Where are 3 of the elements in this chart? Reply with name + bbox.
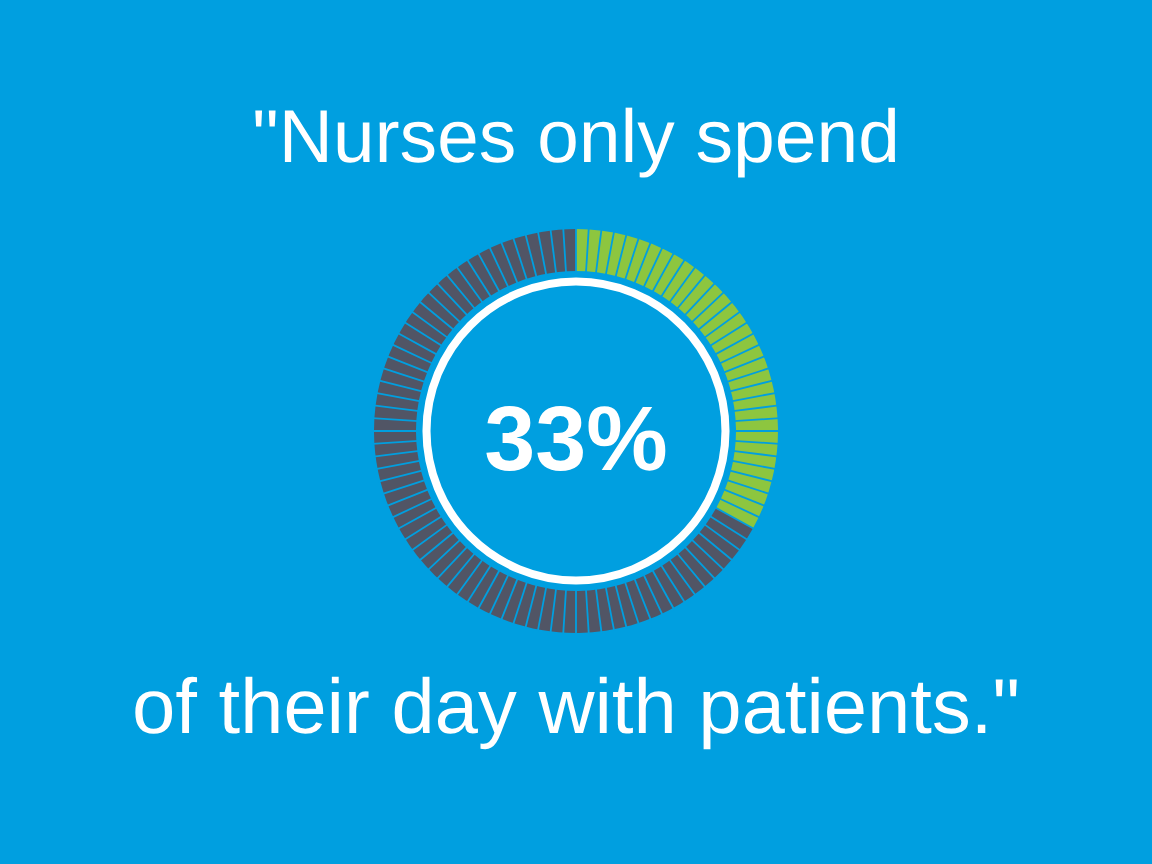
chart-title: "Nurses only spend <box>255 107 896 178</box>
text: 33% <box>486 405 666 472</box>
text: of their day with patients." <box>135 676 1017 750</box>
